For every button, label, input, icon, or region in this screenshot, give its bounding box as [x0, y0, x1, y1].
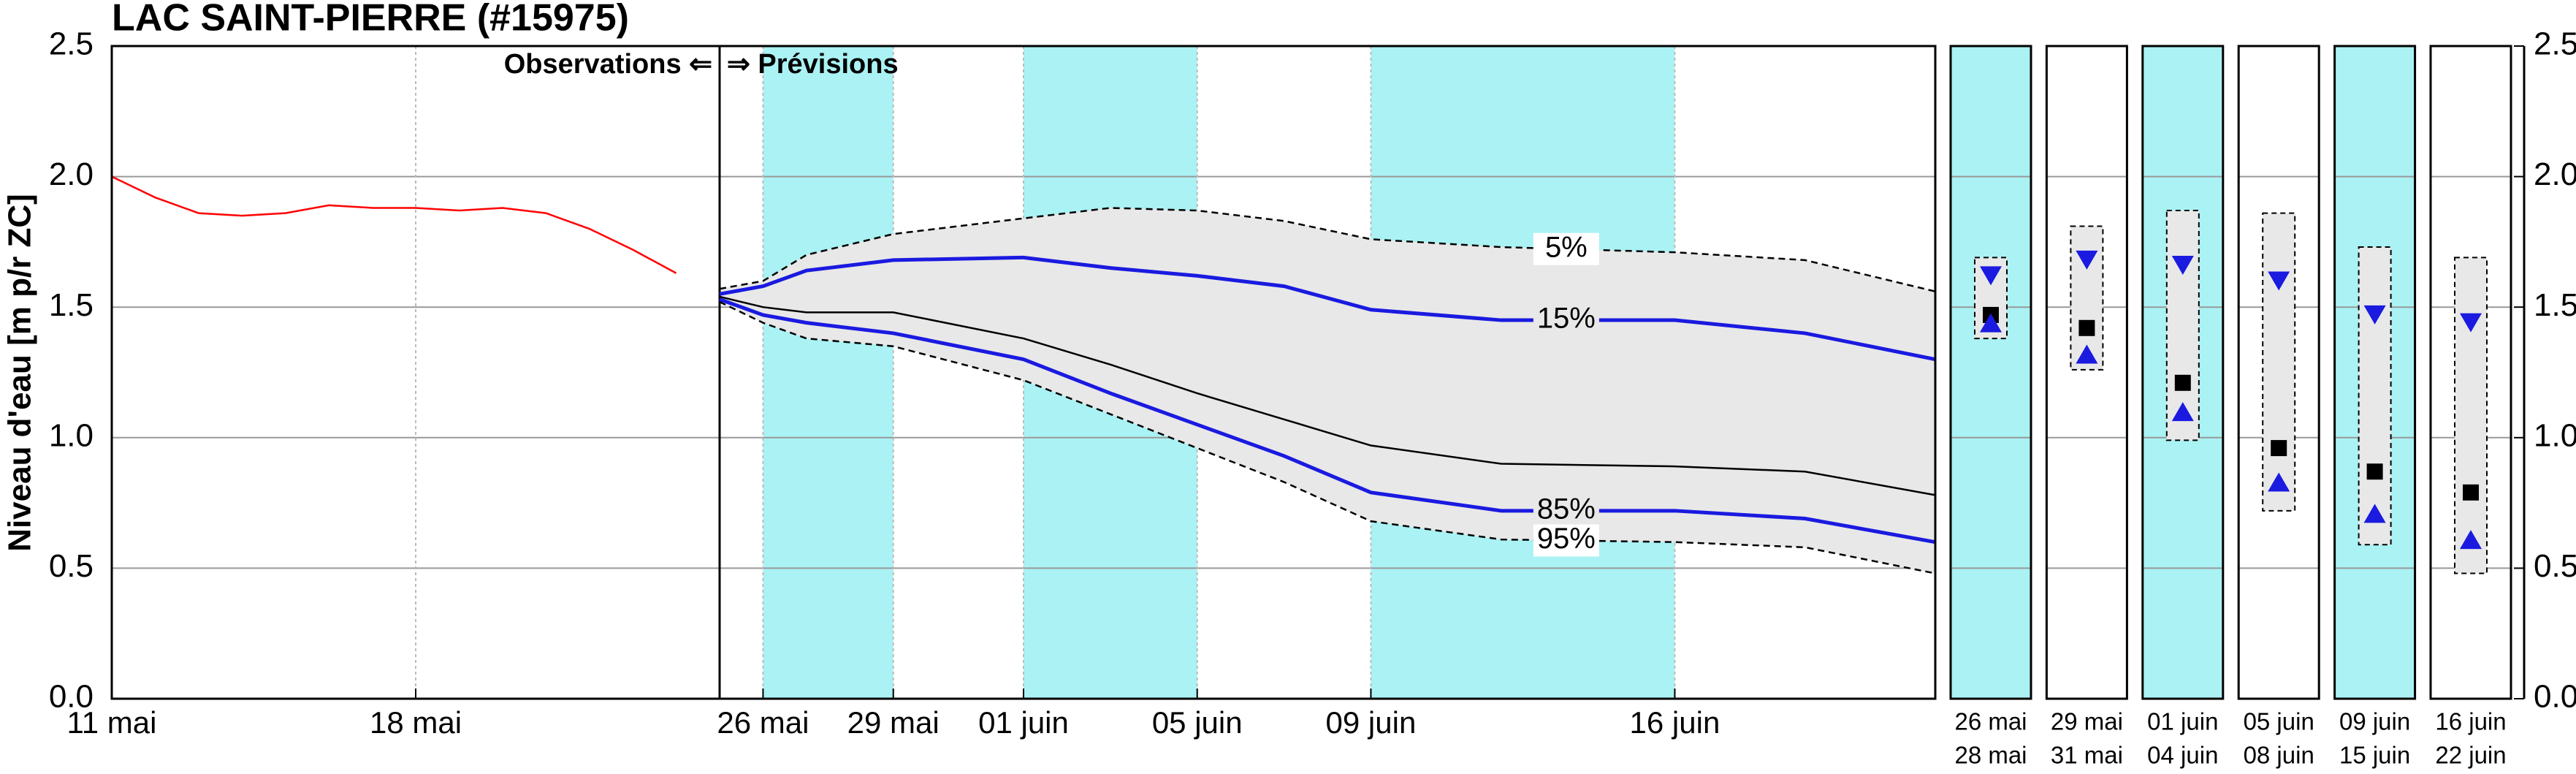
- panel-start-label: 16 juin: [2435, 708, 2506, 735]
- y-tick-label: 0.5: [2534, 548, 2576, 584]
- lower-marker: [2363, 504, 2386, 523]
- panel-end-label: 22 juin: [2435, 742, 2506, 769]
- label-bg: [1533, 304, 1599, 337]
- y-tick-label: 2.5: [49, 26, 94, 62]
- median-marker: [2366, 463, 2383, 480]
- x-tick-label: 09 juin: [1326, 705, 1417, 740]
- panel-end-label: 04 juin: [2147, 742, 2218, 769]
- label-bg: [1533, 524, 1599, 557]
- y-tick-label: 2.0: [49, 156, 94, 192]
- y-tick-label: 1.5: [2534, 287, 2576, 323]
- median-marker: [2174, 374, 2191, 391]
- median-marker: [2463, 484, 2479, 501]
- upper-marker: [2460, 313, 2482, 333]
- panel-start-label: 29 mai: [2051, 708, 2123, 735]
- panel-start-label: 09 juin: [2339, 708, 2410, 735]
- series-line: [719, 295, 1936, 496]
- upper-marker: [2171, 256, 2194, 276]
- annotation: ⇒ Prévisions: [727, 49, 899, 80]
- x-tick-label: 18 mai: [370, 705, 462, 740]
- series-line: [111, 175, 677, 274]
- series-line: [719, 297, 1936, 545]
- upper-marker: [2076, 250, 2098, 270]
- series-label: 95%: [1537, 523, 1596, 555]
- range-box: [2165, 210, 2200, 441]
- lower-marker: [2460, 530, 2482, 550]
- series-line: [719, 207, 1936, 292]
- annotation: Observations ⇐: [504, 49, 712, 80]
- y-tick-label: 1.5: [49, 287, 94, 323]
- panel-end-label: 08 juin: [2244, 742, 2314, 769]
- upper-marker: [2363, 305, 2386, 325]
- panel-frame: [2333, 45, 2417, 700]
- range-box: [2358, 246, 2392, 546]
- panel: [1951, 46, 2031, 699]
- series-line: [719, 255, 1936, 362]
- x-tick-label: 29 mai: [847, 705, 940, 740]
- panel-start-label: 05 juin: [2244, 708, 2314, 735]
- panel-start-label: 01 juin: [2147, 708, 2218, 735]
- range-box: [2454, 257, 2488, 574]
- plot-frame: [110, 45, 1937, 700]
- panel-frame: [2045, 45, 2128, 700]
- label-bg: [1533, 232, 1599, 265]
- y-tick-label: 1.0: [2534, 417, 2576, 453]
- median-marker: [2078, 319, 2095, 336]
- panel-frame: [1949, 45, 2032, 700]
- series-label: 85%: [1537, 493, 1596, 525]
- panel-frame: [2429, 45, 2512, 700]
- series-label: 5%: [1545, 231, 1588, 263]
- panel-end-label: 15 juin: [2339, 742, 2410, 769]
- x-tick-label: 11 mai: [67, 705, 157, 740]
- range-box: [2262, 212, 2296, 512]
- lower-marker: [2171, 402, 2194, 422]
- lower-marker: [2268, 472, 2290, 492]
- y-tick-label: 0.0: [49, 679, 94, 715]
- series-label: 15%: [1537, 303, 1596, 335]
- x-tick-label: 26 mai: [717, 705, 809, 740]
- forecast-band: [763, 46, 893, 699]
- panel-frame: [2237, 45, 2320, 700]
- x-tick-label: 05 juin: [1152, 705, 1243, 740]
- upper-marker: [1980, 266, 2002, 286]
- x-tick-label: 01 juin: [978, 705, 1069, 740]
- upper-marker: [2268, 271, 2290, 291]
- lower-marker: [2076, 344, 2098, 364]
- y-tick-label: 2.5: [2534, 26, 2576, 62]
- chart-title: LAC SAINT-PIERRE (#15975): [112, 0, 629, 39]
- panel-start-label: 26 mai: [1954, 708, 2027, 735]
- median-marker: [2271, 440, 2287, 457]
- envelope: [720, 208, 1935, 574]
- lower-marker: [1980, 313, 2002, 333]
- label-bg: [1533, 494, 1599, 527]
- panel-end-label: 28 mai: [1954, 742, 2027, 769]
- y-tick-label: 0.0: [2534, 679, 2576, 715]
- y-tick-label: 2.0: [2534, 156, 2576, 192]
- panel: [2046, 46, 2127, 699]
- y-tick-label: 1.0: [49, 417, 94, 453]
- x-tick-label: 16 juin: [1630, 705, 1720, 740]
- y-tick-label: 0.5: [49, 548, 94, 584]
- panel-frame: [2141, 45, 2225, 700]
- y-axis-title: Niveau d'eau [m p/r ZC]: [2, 194, 38, 552]
- panel-end-label: 31 mai: [2051, 742, 2123, 769]
